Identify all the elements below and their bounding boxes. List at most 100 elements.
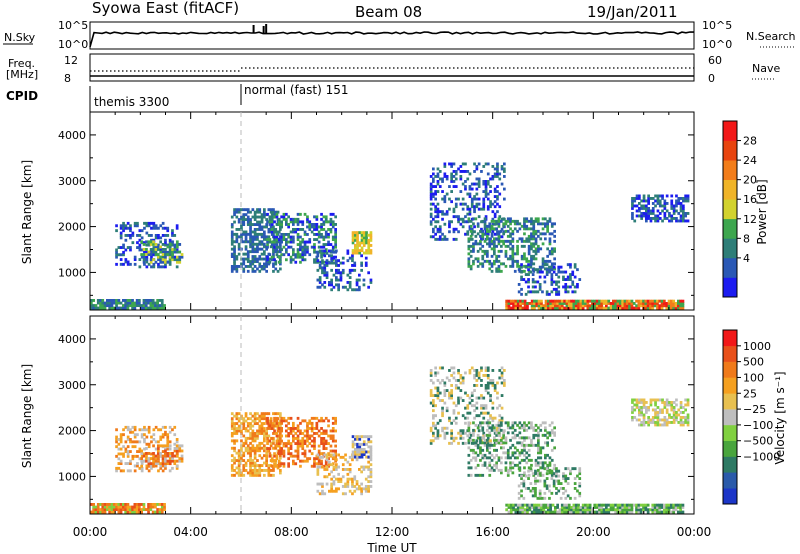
heatmap-cell (318, 285, 322, 289)
heatmap-cell (619, 503, 622, 507)
heatmap-cell (642, 418, 646, 422)
heatmap-cell (310, 434, 314, 438)
heatmap-cell (272, 250, 275, 254)
heatmap-cell (233, 252, 236, 256)
heatmap-cell (235, 232, 239, 236)
heatmap-cell (341, 455, 345, 459)
heatmap-cell (489, 441, 492, 445)
heatmap-cell (495, 438, 498, 442)
heatmap-cell (640, 421, 643, 424)
heatmap-cell (115, 469, 118, 473)
heatmap-cell (539, 448, 543, 452)
heatmap-cell (500, 419, 504, 423)
heatmap-cell (665, 202, 669, 205)
heatmap-cell (327, 464, 330, 468)
heatmap-cell (553, 267, 556, 271)
heatmap-cell (306, 217, 309, 221)
heatmap-cell (520, 278, 523, 281)
heatmap-cell (249, 427, 252, 430)
heatmap-cell (140, 508, 143, 511)
heatmap-cell (479, 262, 482, 266)
heatmap-cell (541, 270, 544, 274)
heatmap-cell (117, 505, 121, 509)
heatmap-cell (593, 510, 597, 514)
heatmap-cell (468, 195, 472, 198)
heatmap-cell (663, 506, 666, 509)
heatmap-cell (573, 467, 577, 471)
heatmap-cell (351, 482, 354, 486)
heatmap-cell (145, 255, 149, 259)
heatmap-cell (530, 426, 533, 430)
heatmap-cell (479, 448, 482, 452)
heatmap-cell (448, 185, 451, 188)
heatmap-cell (119, 301, 123, 305)
heatmap-cell (151, 505, 155, 509)
heatmap-cell (124, 226, 128, 230)
heatmap-cell (493, 436, 496, 440)
heatmap-cell (434, 232, 437, 236)
heatmap-cell (527, 227, 531, 231)
heatmap-cell (483, 456, 487, 460)
heatmap-cell (483, 453, 487, 457)
heatmap-cell (556, 503, 559, 507)
heatmap-cell (310, 225, 314, 229)
heatmap-cell (553, 446, 556, 450)
heatmap-cell (677, 197, 681, 200)
heatmap-cell (328, 254, 331, 258)
heatmap-cell (637, 304, 641, 308)
heatmap-cell (318, 278, 322, 282)
heatmap-cell (253, 257, 257, 261)
heatmap-cell (151, 510, 155, 514)
heatmap-cell (369, 455, 373, 459)
heatmap-cell (543, 280, 547, 284)
heatmap-cell (488, 426, 492, 430)
heatmap-cell (158, 508, 162, 511)
heatmap-cell (267, 412, 271, 416)
heatmap-cell (320, 223, 323, 226)
heatmap-cell (173, 245, 177, 249)
heatmap-cell (572, 506, 576, 509)
heatmap-cell (563, 299, 566, 303)
heatmap-cell (516, 239, 519, 243)
heatmap-cell (570, 304, 573, 308)
heatmap-cell (677, 219, 681, 223)
heatmap-cell (450, 431, 453, 435)
heatmap-cell (530, 247, 533, 251)
heatmap-cell (308, 238, 312, 241)
heatmap-cell (310, 427, 314, 430)
heatmap-cell (579, 510, 583, 514)
heatmap-cell (466, 170, 470, 173)
heatmap-cell (344, 485, 347, 488)
heatmap-cell (486, 448, 489, 452)
heatmap-cell (251, 267, 255, 271)
heatmap-cell (265, 247, 268, 251)
heatmap-cell (533, 306, 536, 310)
heatmap-cell (550, 268, 554, 272)
heatmap-cell (474, 234, 478, 238)
heatmap-cell (334, 235, 337, 239)
heatmap-cell (546, 254, 549, 258)
heatmap-cell (331, 258, 335, 262)
heatmap-cell (452, 170, 456, 173)
heatmap-cell (564, 477, 568, 480)
heatmap-cell (452, 371, 456, 375)
heatmap-cell (124, 234, 128, 237)
heatmap-cell (274, 267, 278, 271)
heatmap-cell (505, 304, 508, 308)
heatmap-cell (486, 369, 490, 372)
heatmap-cell (667, 302, 671, 305)
heatmap-cell (534, 491, 537, 495)
heatmap-cell (351, 477, 354, 481)
heatmap-cell (96, 306, 100, 310)
heatmap-cell (525, 443, 529, 447)
heatmap-cell (588, 506, 592, 509)
heatmap-cell (663, 503, 666, 507)
heatmap-cell (275, 240, 279, 244)
heatmap-cell (320, 212, 323, 216)
heatmap-cell (282, 212, 286, 216)
heatmap-cell (126, 260, 130, 264)
heatmap-cell (569, 265, 572, 269)
heatmap-cell (509, 466, 512, 470)
heatmap-cell (178, 243, 182, 246)
heatmap-cell (176, 459, 179, 463)
